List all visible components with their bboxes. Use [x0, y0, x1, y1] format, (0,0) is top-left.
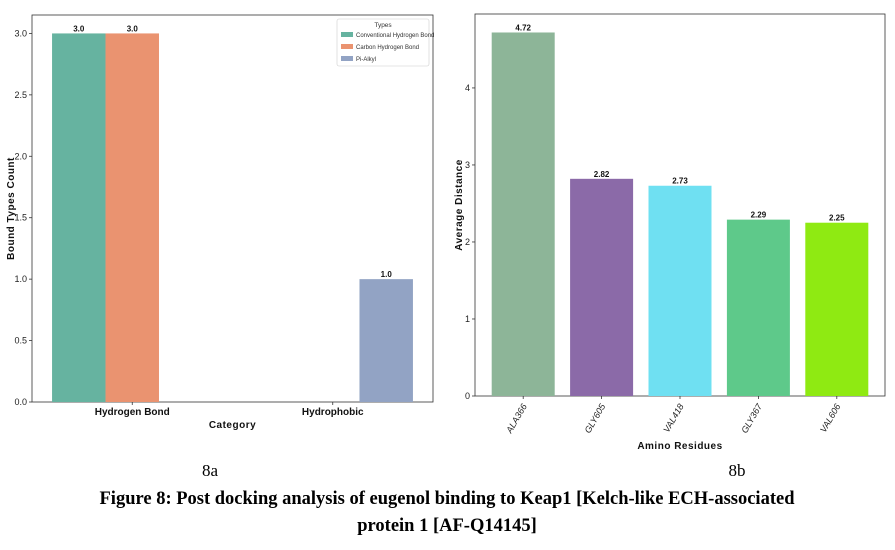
y-axis-label: Bound Types Count — [6, 157, 17, 260]
y-tick-label: 2 — [465, 237, 470, 247]
y-axis-label: Average Distance — [454, 159, 465, 251]
chart-8a: 0.0 0.5 1.0 1.5 2.0 2.5 3.0 3.0 3.0 Hydrogen Bond… — [6, 14, 434, 431]
bar — [726, 219, 790, 396]
x-tick-label: Hydrophobic — [302, 407, 364, 418]
bar — [359, 279, 413, 402]
data-label: 4.72 — [515, 23, 531, 32]
y-tick-label: 0 — [465, 391, 470, 401]
y-tick-label: 2.0 — [14, 151, 27, 161]
x-tick-label: GLY605 — [583, 401, 608, 435]
legend-swatch — [341, 56, 353, 61]
panel-label-8a: 8a — [202, 461, 219, 480]
bar — [570, 178, 634, 396]
y-tick-label: 2.5 — [14, 90, 27, 100]
panel-label-8b: 8b — [729, 461, 746, 480]
y-tick-label: 3.0 — [14, 28, 27, 38]
y-tick-label: 1 — [465, 314, 470, 324]
y-tick-label: 0.5 — [14, 336, 27, 346]
bar — [805, 222, 869, 396]
legend-entry: Pi-Alkyl — [356, 57, 376, 63]
bar — [648, 185, 712, 396]
x-tick-label: ALA366 — [504, 402, 529, 436]
legend-entry: Carbon Hydrogen Bond — [356, 45, 419, 51]
x-tick-label: VAL418 — [661, 402, 685, 434]
legend-title: Types — [374, 22, 392, 29]
data-label: 2.25 — [829, 214, 845, 223]
data-label: 3.0 — [127, 24, 139, 33]
x-axis-label: Amino Residues — [637, 441, 722, 452]
figure-caption-line-2: protein 1 [AF-Q14145] — [357, 516, 537, 536]
data-label: 2.29 — [751, 211, 767, 220]
y-tick-label: 3 — [465, 160, 470, 170]
data-label: 2.73 — [672, 177, 688, 186]
legend-box — [336, 18, 430, 67]
legend-entry: Conventional Hydrogen Bond — [356, 33, 434, 39]
chart-8b: 0 1 2 3 4 4.72 ALA366 2.82 GLY605 2.73 VAL418 2.29 G… — [454, 13, 886, 452]
x-tick-label: VAL606 — [818, 402, 842, 434]
bar — [491, 32, 555, 396]
legend-swatch — [341, 44, 353, 49]
x-axis-label: Category — [209, 420, 256, 431]
y-tick-label: 4 — [465, 83, 470, 93]
y-tick-label: 0.0 — [14, 397, 27, 407]
bar — [52, 33, 106, 403]
legend-swatch — [341, 32, 353, 37]
figure-caption-line-1: Figure 8: Post docking analysis of eugen… — [100, 489, 796, 509]
data-label: 3.0 — [73, 24, 85, 33]
y-tick-label: 1.0 — [14, 274, 27, 284]
y-tick-label: 1.5 — [14, 213, 27, 223]
data-label: 2.82 — [594, 170, 610, 179]
legend: Types Conventional Hydrogen Bond Carbon Hy… — [336, 18, 434, 67]
x-tick-label: GLY367 — [739, 401, 764, 435]
data-label: 1.0 — [381, 270, 393, 279]
x-tick-label: Hydrogen Bond — [95, 407, 170, 418]
bar — [105, 33, 159, 403]
